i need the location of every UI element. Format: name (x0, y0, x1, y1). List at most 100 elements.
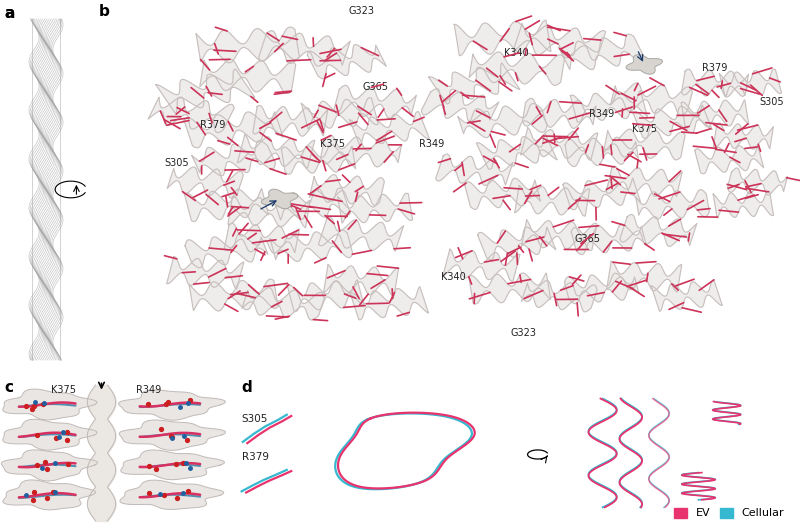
Polygon shape (422, 89, 499, 121)
Polygon shape (189, 279, 278, 311)
Polygon shape (334, 85, 416, 118)
Polygon shape (565, 137, 638, 166)
Text: G323: G323 (511, 329, 537, 339)
Polygon shape (2, 419, 97, 450)
Polygon shape (513, 24, 606, 60)
Polygon shape (184, 112, 283, 148)
Text: S305: S305 (165, 158, 190, 168)
Polygon shape (258, 31, 350, 66)
Text: K375: K375 (632, 124, 657, 134)
Text: S305: S305 (759, 98, 784, 107)
Polygon shape (118, 390, 226, 420)
Polygon shape (318, 217, 403, 251)
Polygon shape (570, 91, 647, 122)
Polygon shape (478, 227, 556, 260)
Legend: EV, Cellular: EV, Cellular (670, 504, 789, 523)
Polygon shape (253, 105, 328, 136)
Polygon shape (350, 112, 429, 146)
Polygon shape (307, 45, 386, 79)
Polygon shape (521, 128, 598, 160)
Polygon shape (443, 249, 520, 281)
Polygon shape (514, 186, 590, 216)
Polygon shape (323, 265, 398, 296)
Polygon shape (119, 420, 226, 450)
Polygon shape (454, 20, 551, 56)
Polygon shape (321, 136, 402, 167)
Polygon shape (225, 223, 299, 253)
Polygon shape (458, 103, 547, 138)
Polygon shape (563, 178, 641, 210)
Polygon shape (651, 280, 722, 311)
Text: G365: G365 (362, 82, 388, 92)
Text: R379: R379 (702, 63, 728, 73)
Text: a: a (5, 6, 15, 21)
Polygon shape (166, 257, 244, 289)
Polygon shape (694, 146, 764, 174)
Polygon shape (522, 220, 597, 250)
Polygon shape (636, 190, 710, 219)
Polygon shape (228, 197, 310, 228)
Polygon shape (2, 450, 98, 481)
Text: K340: K340 (505, 48, 529, 58)
Text: S305: S305 (242, 414, 268, 424)
Text: b: b (99, 4, 110, 19)
Polygon shape (192, 140, 275, 176)
Polygon shape (610, 83, 692, 115)
Polygon shape (606, 166, 682, 197)
Polygon shape (571, 224, 646, 254)
Polygon shape (436, 154, 513, 186)
Polygon shape (714, 123, 774, 149)
Text: R349: R349 (589, 109, 614, 119)
Polygon shape (477, 134, 557, 169)
Text: K375: K375 (320, 139, 346, 149)
Polygon shape (262, 189, 298, 209)
Polygon shape (350, 287, 429, 320)
Polygon shape (469, 273, 550, 304)
Polygon shape (148, 97, 234, 132)
Polygon shape (606, 261, 682, 292)
Polygon shape (522, 99, 596, 128)
Polygon shape (120, 480, 224, 509)
Polygon shape (603, 129, 685, 160)
Text: R349: R349 (136, 385, 162, 395)
Polygon shape (167, 167, 243, 198)
Polygon shape (242, 288, 324, 320)
Polygon shape (682, 69, 749, 97)
Polygon shape (338, 193, 413, 223)
Text: d: d (242, 381, 252, 395)
Text: G365: G365 (574, 234, 601, 244)
Polygon shape (522, 280, 597, 312)
Text: R349: R349 (419, 139, 445, 149)
Polygon shape (156, 69, 254, 113)
Text: a: a (5, 6, 15, 21)
Polygon shape (196, 27, 299, 63)
Text: R379: R379 (200, 120, 225, 130)
Polygon shape (310, 174, 384, 205)
Polygon shape (626, 55, 662, 74)
Polygon shape (469, 52, 565, 85)
Polygon shape (620, 215, 697, 246)
Text: K375: K375 (51, 385, 76, 395)
Polygon shape (429, 63, 520, 104)
Polygon shape (2, 389, 97, 420)
Polygon shape (121, 450, 225, 480)
Polygon shape (633, 105, 712, 138)
Polygon shape (465, 178, 541, 209)
Text: c: c (5, 381, 14, 395)
Polygon shape (558, 34, 645, 69)
Polygon shape (714, 191, 774, 218)
Polygon shape (273, 188, 350, 220)
Polygon shape (185, 234, 268, 268)
Polygon shape (282, 145, 356, 174)
Text: R379: R379 (242, 453, 269, 463)
Text: K340: K340 (441, 272, 466, 281)
Polygon shape (270, 230, 353, 261)
Polygon shape (302, 98, 378, 129)
Polygon shape (727, 168, 787, 195)
Polygon shape (185, 189, 269, 222)
Polygon shape (682, 100, 749, 128)
Polygon shape (719, 69, 782, 97)
Text: G323: G323 (348, 6, 374, 16)
Polygon shape (200, 59, 296, 93)
Polygon shape (565, 273, 639, 304)
